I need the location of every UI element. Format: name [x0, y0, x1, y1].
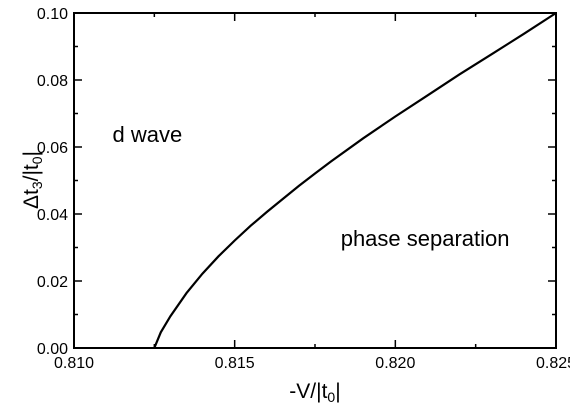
x-axis-title-subscript: 0 [327, 389, 335, 405]
annotations: d wave phase separation [113, 122, 510, 251]
x-tick-label: 0.820 [375, 355, 415, 372]
y-tick-label: 0.04 [37, 207, 68, 224]
y-axis-title-subscript-0: 0 [29, 156, 45, 164]
tick-labels: 0.810 0.815 0.820 0.825 0.00 0.02 0.04 0.06 0.08… [37, 6, 570, 372]
y-tick-label: 0.08 [37, 73, 68, 90]
y-tick-label: 0.00 [37, 341, 68, 358]
x-tick-label: 0.815 [215, 355, 255, 372]
x-tick-label: 0.810 [54, 355, 94, 372]
y-tick-label: 0.06 [37, 140, 68, 157]
region-label: phase separation [341, 226, 510, 251]
plot-frame [73, 12, 557, 349]
y-axis-title-bar: | [20, 151, 43, 156]
y-tick-label: 0.10 [37, 6, 68, 23]
axis-ticks [73, 12, 557, 349]
x-axis-title-bar: | [335, 380, 340, 403]
y-tick-label: 0.02 [37, 274, 68, 291]
x-tick-label: 0.825 [536, 355, 570, 372]
region-label: d wave [113, 122, 183, 147]
x-axis-title: -V/|t0| [289, 380, 340, 405]
y-axis-title-subscript-3: 3 [29, 181, 45, 189]
phase-boundary-line [153, 12, 557, 349]
y-axis-title-mid: /|t [20, 164, 43, 181]
y-axis-title: Δt3/|t0| [20, 151, 45, 209]
